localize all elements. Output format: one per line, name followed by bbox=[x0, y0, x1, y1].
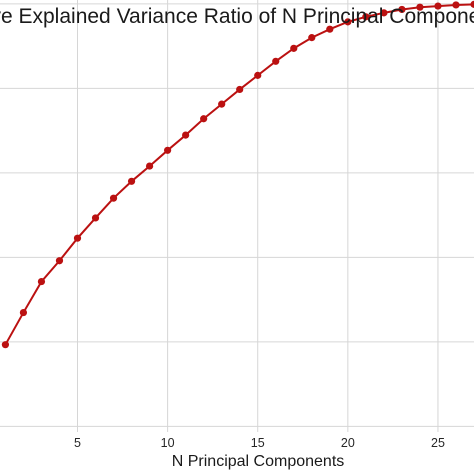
x-tick-labels: 5 10 15 20 25 bbox=[74, 436, 445, 450]
data-point bbox=[37, 277, 46, 286]
chart-title: Cumulative Explained Variance Ratio of N… bbox=[0, 5, 474, 28]
data-point bbox=[272, 57, 280, 65]
data-point bbox=[55, 257, 64, 265]
data-point bbox=[109, 194, 118, 202]
series-layer bbox=[1, 0, 474, 349]
data-point bbox=[182, 131, 190, 139]
data-point bbox=[452, 1, 460, 9]
data-point bbox=[200, 115, 208, 123]
x-tick-label: 15 bbox=[251, 436, 265, 450]
x-tick-label: 20 bbox=[341, 436, 355, 450]
data-point bbox=[398, 5, 406, 14]
grid bbox=[0, 0, 474, 432]
data-point bbox=[127, 177, 136, 185]
data-point bbox=[19, 308, 28, 317]
x-tick-label: 5 bbox=[74, 436, 81, 450]
series-line bbox=[4, 3, 474, 346]
data-point bbox=[254, 71, 262, 79]
data-point bbox=[362, 13, 370, 21]
data-point bbox=[344, 18, 352, 26]
data-point bbox=[434, 2, 442, 10]
data-point bbox=[91, 214, 100, 222]
data-point bbox=[308, 34, 316, 42]
data-point bbox=[73, 234, 82, 242]
data-point bbox=[145, 162, 154, 170]
x-tick-label: 25 bbox=[431, 436, 445, 450]
data-point bbox=[236, 85, 244, 94]
data-point bbox=[290, 44, 298, 52]
data-point bbox=[164, 146, 172, 154]
data-point bbox=[416, 3, 424, 11]
x-tick-label: 10 bbox=[161, 436, 175, 450]
data-point bbox=[326, 25, 334, 33]
data-point bbox=[470, 0, 474, 8]
data-point bbox=[380, 9, 388, 17]
data-point bbox=[218, 100, 226, 108]
data-point bbox=[1, 341, 10, 349]
x-axis-label: N Principal Components bbox=[172, 453, 345, 470]
